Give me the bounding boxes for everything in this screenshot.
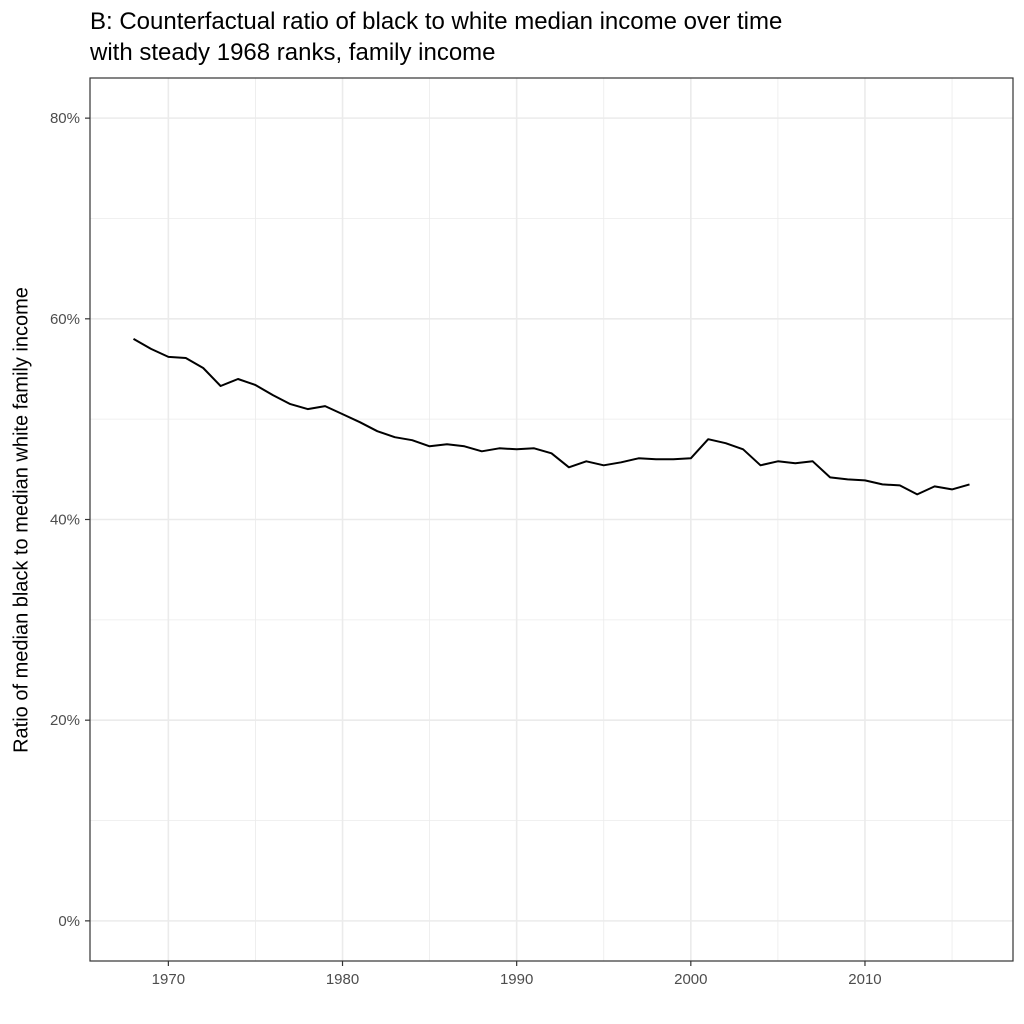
x-tick-label: 1980 xyxy=(326,971,359,988)
data-point xyxy=(828,475,832,479)
data-point xyxy=(654,457,658,461)
data-point xyxy=(619,460,623,464)
data-point xyxy=(846,477,850,481)
series-line xyxy=(133,338,970,496)
data-point xyxy=(253,383,257,387)
data-point xyxy=(166,355,170,359)
data-point xyxy=(793,461,797,465)
data-point xyxy=(288,402,292,406)
x-tick-label: 2000 xyxy=(674,971,707,988)
y-tick-label: 20% xyxy=(50,712,80,729)
axes-layer: 1970 1980 1990 2000 2010 0% 20% 40% 60% 80% xyxy=(50,77,1014,988)
data-point xyxy=(497,446,501,450)
data-point xyxy=(219,384,223,388)
data-point xyxy=(201,366,205,370)
data-point xyxy=(811,459,815,463)
data-point xyxy=(550,451,554,455)
y-tick-label: 60% xyxy=(50,311,80,328)
data-point xyxy=(724,441,728,445)
major-gridlines xyxy=(90,78,1013,961)
data-point xyxy=(132,337,136,341)
data-point xyxy=(341,412,345,416)
data-point xyxy=(375,429,379,433)
data-point xyxy=(515,447,519,451)
data-point xyxy=(393,435,397,439)
data-point xyxy=(915,492,919,496)
data-point xyxy=(741,447,745,451)
x-tick-label: 1990 xyxy=(500,971,533,988)
data-point xyxy=(358,420,362,424)
data-point xyxy=(323,404,327,408)
x-tick-label: 2010 xyxy=(848,971,881,988)
chart-title-line-1: B: Counterfactual ratio of black to whit… xyxy=(90,8,783,35)
chart-title-line-2: with steady 1968 ranks, family income xyxy=(90,39,496,66)
data-point xyxy=(602,463,606,467)
data-point xyxy=(880,482,884,486)
data-point xyxy=(445,442,449,446)
data-point xyxy=(306,407,310,411)
data-point xyxy=(480,449,484,453)
chart-title: B: Counterfactual ratio of black to whit… xyxy=(90,6,782,68)
data-point xyxy=(950,487,954,491)
data-point xyxy=(758,463,762,467)
data-point xyxy=(637,456,641,460)
data-point xyxy=(149,347,153,351)
data-point xyxy=(532,446,536,450)
series-layer xyxy=(132,337,971,496)
data-point xyxy=(184,356,188,360)
data-point xyxy=(236,377,240,381)
data-point xyxy=(410,438,414,442)
data-point xyxy=(428,444,432,448)
data-point xyxy=(933,484,937,488)
data-point xyxy=(567,465,571,469)
y-tick-label: 40% xyxy=(50,512,80,529)
data-point xyxy=(462,444,466,448)
data-point xyxy=(271,393,275,397)
data-point xyxy=(776,459,780,463)
data-point xyxy=(967,482,971,486)
y-tick-label: 0% xyxy=(58,913,80,930)
data-point xyxy=(863,478,867,482)
data-point xyxy=(671,457,675,461)
x-tick-label: 1970 xyxy=(152,971,185,988)
data-point xyxy=(689,456,693,460)
y-tick-label: 80% xyxy=(50,110,80,127)
data-point xyxy=(584,459,588,463)
data-point xyxy=(898,483,902,487)
data-point xyxy=(706,437,710,441)
